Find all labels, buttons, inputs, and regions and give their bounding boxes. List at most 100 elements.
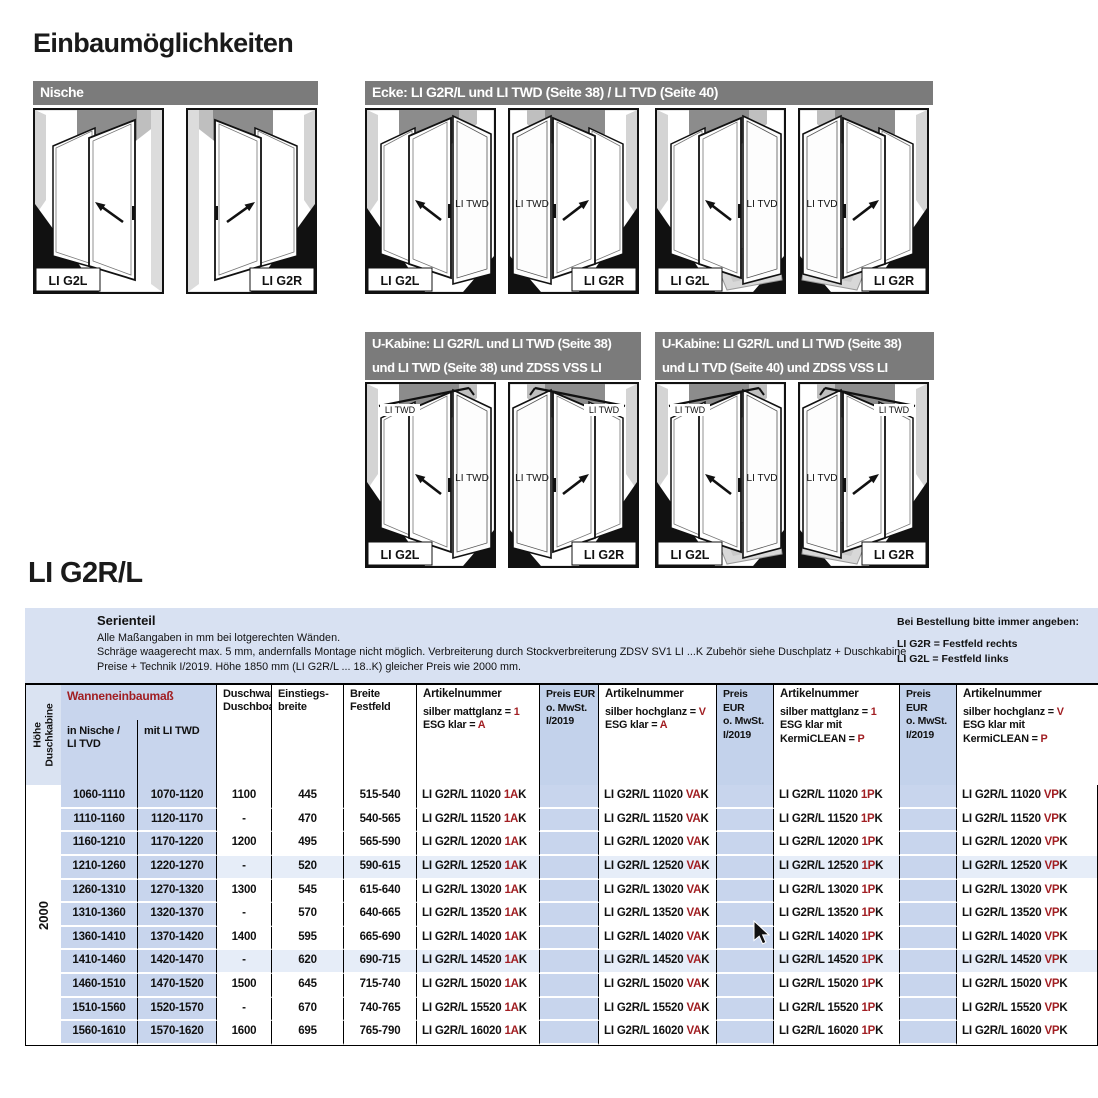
- section-header-line: U-Kabine: LI G2R/L und LI TWD (Seite 38): [662, 336, 902, 351]
- cell-nische-mass: 1160-1210: [61, 832, 137, 856]
- cell-breite-festfeld: 690-715: [343, 950, 416, 974]
- cell-artikelnummer: LI G2R/L 12020 1AK: [416, 832, 539, 856]
- cell-preis: [716, 785, 773, 809]
- table-row: 1110-1160 1120-1170-470 540-565 LI G2R/L 11…: [26, 808, 1097, 833]
- cell-duschwanne: 1400: [216, 926, 271, 951]
- cell-artikelnummer: LI G2R/L 12020 VPK: [956, 832, 1097, 856]
- cell-artikelnummer: LI G2R/L 13020 VPK: [956, 879, 1097, 904]
- cell-artikelnummer: LI G2R/L 15020 1AK: [416, 974, 539, 998]
- cell-preis: [899, 808, 956, 833]
- cell-artikelnummer: LI G2R/L 11520 VPK: [956, 808, 1097, 833]
- cell-einstiegsbreite: 545: [271, 879, 343, 904]
- cell-preis: [899, 950, 956, 974]
- table-row: 1510-1560 1520-1570-670 740-765 LI G2R/L 15…: [26, 997, 1097, 1022]
- svg-text:LI TWD: LI TWD: [589, 405, 620, 415]
- cell-twd-mass: 1170-1220: [137, 832, 216, 856]
- svg-text:LI G2L: LI G2L: [671, 548, 710, 562]
- cell-artikelnummer: LI G2R/L 11020 VAK: [598, 785, 716, 809]
- notes-title: Serienteil: [97, 613, 156, 628]
- notes-line: Preise + Technik I/2019. Höhe 1850 mm (L…: [97, 660, 521, 673]
- table-header: Höhe Duschkabine Wanneneinbaumaß in Nische …: [26, 685, 1098, 785]
- cell-preis: [899, 974, 956, 998]
- header-artikelnummer-2: Artikelnummer silber hochglanz = V ESG kla…: [598, 685, 716, 785]
- cell-duschwanne: 1200: [216, 832, 271, 856]
- cell-artikelnummer: LI G2R/L 14020 VPK: [956, 926, 1097, 951]
- cell-einstiegsbreite: 595: [271, 926, 343, 951]
- cell-einstiegsbreite: 620: [271, 950, 343, 974]
- cell-breite-festfeld: 540-565: [343, 808, 416, 833]
- section-header-line: U-Kabine: LI G2R/L und LI TWD (Seite 38): [372, 336, 612, 351]
- cell-artikelnummer: LI G2R/L 14520 VPK: [956, 950, 1097, 974]
- cell-preis: [539, 926, 598, 951]
- header-preis-2: Preis EUR o. MwSt. I/2019: [716, 685, 773, 785]
- cell-preis: [899, 926, 956, 951]
- cell-artikelnummer: LI G2R/L 11020 1PK: [773, 785, 899, 809]
- cell-breite-festfeld: 565-590: [343, 832, 416, 856]
- diagram-li-g2l: LI TWD LI TVD LI G2L: [655, 382, 786, 568]
- diagram-li-g2l: LI TVD LI G2L: [655, 108, 786, 294]
- cell-nische-mass: 1410-1460: [61, 950, 137, 974]
- cell-breite-festfeld: 765-790: [343, 1021, 416, 1045]
- product-title: LI G2R/L: [28, 557, 143, 589]
- cell-artikelnummer: LI G2R/L 15020 VPK: [956, 974, 1097, 998]
- table-notes: Serienteil Alle Maßangaben in mm bei lot…: [25, 608, 1098, 683]
- cell-nische-mass: 1560-1610: [61, 1021, 137, 1045]
- cell-nische-mass: 1310-1360: [61, 903, 137, 927]
- cell-preis: [539, 903, 598, 927]
- cell-duschwanne: -: [216, 997, 271, 1022]
- cell-breite-festfeld: 665-690: [343, 926, 416, 951]
- cell-artikelnummer: LI G2R/L 11520 1AK: [416, 808, 539, 833]
- cell-twd-mass: 1270-1320: [137, 879, 216, 904]
- table-row: 1210-1260 1220-1270-520 590-615 LI G2R/L 12…: [26, 855, 1097, 880]
- cell-preis: [899, 855, 956, 880]
- header-duschwanne: DuschwanneDuschboard: [216, 685, 271, 785]
- section-header-ecke: Ecke: LI G2R/L und LI TWD (Seite 38) / L…: [365, 81, 933, 105]
- cell-artikelnummer: LI G2R/L 12520 1PK: [773, 855, 899, 880]
- cell-preis: [899, 832, 956, 856]
- cell-twd-mass: 1120-1170: [137, 808, 216, 833]
- cell-artikelnummer: LI G2R/L 16020 1PK: [773, 1021, 899, 1045]
- cell-nische-mass: 1510-1560: [61, 997, 137, 1022]
- cell-preis: [899, 785, 956, 809]
- header-artikelnummer-4: Artikelnummer silber hochglanz = V ESG kla…: [956, 685, 1098, 785]
- cell-preis: [539, 974, 598, 998]
- diagram-li-g2r: LI G2R: [186, 108, 317, 294]
- cell-artikelnummer: LI G2R/L 14520 VAK: [598, 950, 716, 974]
- cell-preis: [539, 855, 598, 880]
- cell-artikelnummer: LI G2R/L 12520 1AK: [416, 855, 539, 880]
- cell-artikelnummer: LI G2R/L 14020 VAK: [598, 926, 716, 951]
- table-row: 1410-1460 1420-1470-620 690-715 LI G2R/L 14…: [26, 950, 1097, 974]
- header-hoehe-duschkabine: Höhe Duschkabine: [26, 685, 61, 785]
- cell-preis: [716, 1021, 773, 1045]
- cell-einstiegsbreite: 470: [271, 808, 343, 833]
- cell-preis: [716, 974, 773, 998]
- table-row: 1160-1210 1170-1220 1200 495 565-590 LI G2R/L…: [26, 832, 1097, 856]
- mouse-cursor-icon: [753, 920, 771, 945]
- header-breite-festfeld: Breite Festfeld: [343, 685, 416, 785]
- section-header-line: Nische: [40, 84, 84, 100]
- cell-preis: [716, 855, 773, 880]
- diagram-li-g2l: LI TWD LI TWD LI G2L: [365, 382, 496, 568]
- order-info: Bei Bestellung bitte immer angeben: LI G…: [897, 615, 1079, 667]
- header-artikelnummer-1: Artikelnummer silber mattglanz = 1 ESG kla…: [416, 685, 539, 785]
- cell-artikelnummer: LI G2R/L 13520 VAK: [598, 903, 716, 927]
- cell-artikelnummer: LI G2R/L 15020 VAK: [598, 974, 716, 998]
- notes-line: Alle Maßangaben in mm bei lotgerechten W…: [97, 631, 341, 644]
- cell-twd-mass: 1320-1370: [137, 903, 216, 927]
- cell-artikelnummer: LI G2R/L 15520 1PK: [773, 997, 899, 1022]
- svg-text:LI G2R: LI G2R: [584, 548, 624, 562]
- svg-text:LI TWD: LI TWD: [455, 199, 489, 210]
- cell-preis: [539, 997, 598, 1022]
- diagram-li-g2r: LI TWD LI G2R: [508, 108, 639, 294]
- svg-text:LI TVD: LI TVD: [747, 473, 778, 484]
- cell-breite-festfeld: 640-665: [343, 903, 416, 927]
- cell-artikelnummer: LI G2R/L 13520 VPK: [956, 903, 1097, 927]
- cell-artikelnummer: LI G2R/L 16020 VPK: [956, 1021, 1097, 1045]
- header-in-nische: in Nische / LI TVD: [61, 720, 137, 785]
- cell-preis: [539, 808, 598, 833]
- cell-duschwanne: -: [216, 903, 271, 927]
- header-preis-1: Preis EUR o. MwSt. I/2019: [539, 685, 598, 785]
- header-einstiegsbreite: Einstiegs-breite: [271, 685, 343, 785]
- cell-breite-festfeld: 615-640: [343, 879, 416, 904]
